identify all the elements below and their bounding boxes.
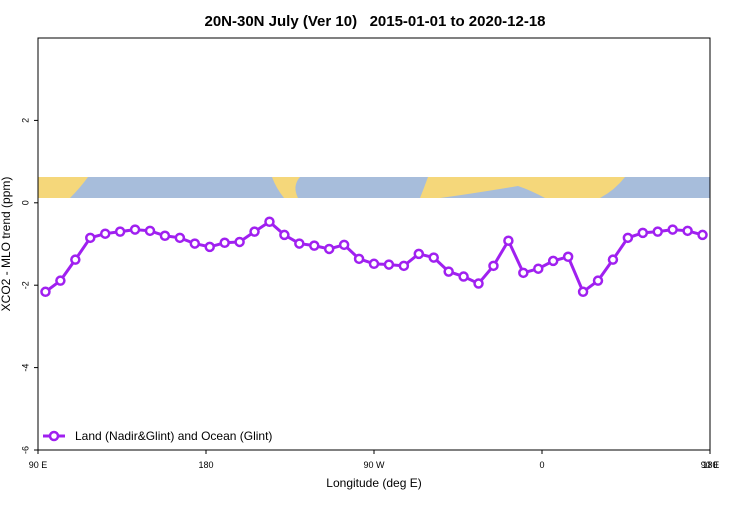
point: [234, 236, 245, 248]
point: [413, 248, 425, 260]
point: [338, 239, 350, 251]
point: [353, 253, 365, 265]
point: [652, 226, 663, 237]
y-tick-label: -6: [20, 446, 30, 454]
point: [667, 224, 678, 235]
y-tick-label: -2: [20, 281, 30, 289]
x-axis-label: Longitude (deg E): [326, 476, 421, 490]
point: [383, 259, 395, 270]
point: [503, 235, 514, 246]
point: [398, 260, 410, 272]
legend-marker: [48, 430, 60, 442]
point: [368, 258, 380, 270]
point: [264, 216, 275, 228]
point: [144, 225, 156, 237]
x-tick-label: 90 E: [701, 460, 720, 470]
point: [85, 232, 96, 244]
point: [204, 241, 215, 253]
y-tick-label: -4: [20, 364, 30, 372]
point: [159, 230, 171, 242]
point: [533, 263, 544, 274]
point: [219, 237, 230, 249]
point: [40, 286, 51, 298]
point: [697, 229, 708, 241]
x-tick-label: 0: [539, 460, 544, 470]
point: [473, 278, 484, 289]
point: [577, 286, 589, 298]
point: [70, 254, 81, 265]
series-line: [44, 219, 703, 295]
legend-label: Land (Nadir&Glint) and Ocean (Glint): [75, 429, 272, 443]
point: [562, 251, 574, 263]
point: [607, 254, 619, 265]
x-tick-label: 90 W: [363, 460, 385, 470]
point: [637, 227, 649, 239]
map-strip: [38, 177, 710, 198]
point: [279, 229, 290, 241]
x-tick-label: 90 E: [29, 460, 48, 470]
point: [682, 225, 693, 237]
point: [55, 275, 66, 286]
y-tick-label: 2: [20, 118, 30, 123]
point: [488, 260, 499, 272]
point: [323, 243, 335, 255]
point: [518, 267, 529, 279]
point: [458, 271, 469, 282]
point: [443, 266, 454, 277]
chart-title: 20N-30N July (Ver 10) 2015-01-01 to 2020…: [204, 13, 545, 30]
point: [99, 228, 111, 239]
plot-frame: [37, 37, 711, 451]
point: [129, 224, 141, 235]
point: [547, 255, 559, 267]
point: [428, 252, 439, 263]
point: [622, 232, 634, 244]
y-axis-label: XCO2 - MLO trend (ppm): [0, 177, 13, 312]
point: [114, 226, 126, 237]
x-tick-label: 180: [198, 460, 213, 470]
x-tick-label: 180: [702, 460, 717, 470]
point: [294, 238, 305, 249]
point: [189, 238, 201, 249]
y-tick-label: 0: [20, 200, 30, 205]
point: [174, 232, 186, 244]
point: [309, 240, 320, 251]
point: [249, 226, 260, 237]
point: [592, 275, 604, 286]
